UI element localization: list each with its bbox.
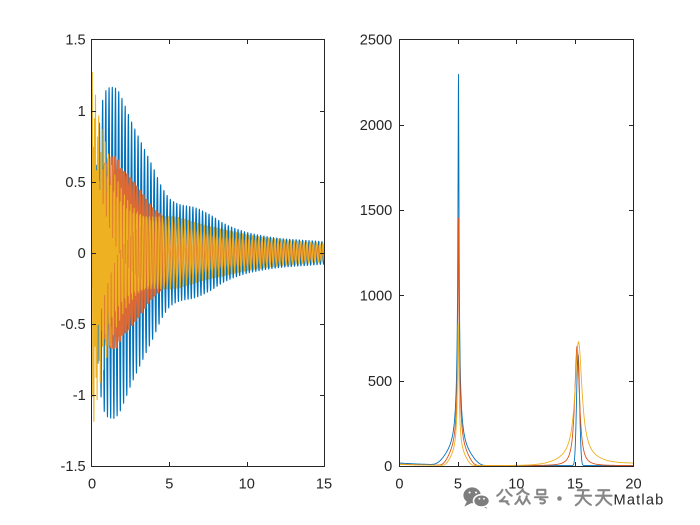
svg-text:0.5: 0.5 bbox=[65, 175, 85, 191]
svg-text:1.5: 1.5 bbox=[65, 33, 85, 49]
svg-text:15: 15 bbox=[567, 477, 583, 493]
svg-text:1500: 1500 bbox=[360, 203, 392, 219]
svg-text:0: 0 bbox=[88, 477, 96, 493]
svg-text:0: 0 bbox=[384, 459, 392, 475]
svg-text:5: 5 bbox=[165, 477, 173, 493]
svg-text:500: 500 bbox=[368, 374, 392, 390]
svg-text:1: 1 bbox=[78, 104, 86, 120]
svg-text:2000: 2000 bbox=[360, 118, 392, 134]
svg-text:15: 15 bbox=[316, 477, 332, 493]
svg-text:1000: 1000 bbox=[360, 289, 392, 305]
svg-text:Matlab: Matlab bbox=[614, 493, 665, 509]
svg-text:0: 0 bbox=[395, 477, 403, 493]
svg-text:2500: 2500 bbox=[360, 33, 392, 49]
svg-text:-1: -1 bbox=[73, 388, 86, 404]
svg-text:10: 10 bbox=[508, 477, 524, 493]
svg-text:10: 10 bbox=[239, 477, 255, 493]
svg-text:-1.5: -1.5 bbox=[61, 459, 86, 475]
svg-text:-0.5: -0.5 bbox=[61, 317, 86, 333]
svg-text:20: 20 bbox=[625, 477, 641, 493]
svg-text:0: 0 bbox=[78, 246, 86, 262]
svg-text:5: 5 bbox=[454, 477, 462, 493]
